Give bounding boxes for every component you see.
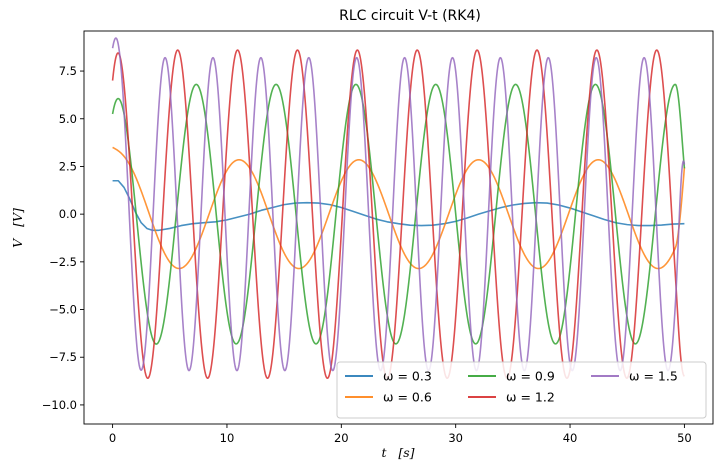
x-tick-label: 20 — [334, 431, 349, 445]
y-axis: −10.0 −7.5 −5.0 −2.5 0.0 2.5 5.0 7.5 — [42, 64, 84, 412]
chart-title: RLC circuit V-t (RK4) — [339, 8, 481, 24]
legend: ω = 0.3 ω = 0.6 ω = 0.9 ω = 1.2 ω = 1.5 — [336, 361, 707, 419]
y-tick-label: 0.0 — [59, 207, 77, 221]
y-tick-label: −5.0 — [49, 303, 77, 317]
y-tick-label: −7.5 — [49, 350, 77, 364]
y-tick-label: −10.0 — [42, 398, 77, 412]
x-tick-label: 50 — [677, 431, 692, 445]
y-tick-label: 2.5 — [59, 159, 77, 173]
x-tick-label: 0 — [109, 431, 116, 445]
x-tick-label: 40 — [563, 431, 578, 445]
y-tick-label: 5.0 — [59, 112, 77, 126]
legend-label-2: ω = 0.9 — [506, 369, 555, 384]
series-line-4 — [111, 37, 686, 372]
legend-label-4: ω = 1.5 — [629, 369, 678, 384]
x-axis-label: t [s] — [381, 445, 414, 460]
y-tick-label: −2.5 — [49, 255, 77, 269]
series-line-1 — [112, 146, 686, 270]
x-axis: 0 10 20 30 40 50 — [109, 424, 692, 445]
series-group — [111, 37, 686, 380]
x-tick-label: 30 — [448, 431, 463, 445]
plot-frame — [83, 30, 714, 425]
y-axis-label: V [V] — [10, 208, 25, 248]
series-line-3 — [111, 49, 685, 380]
y-tick-label: 7.5 — [59, 64, 77, 78]
legend-label-0: ω = 0.3 — [383, 369, 432, 384]
legend-label-1: ω = 0.6 — [383, 390, 432, 405]
x-tick-label: 10 — [220, 431, 235, 445]
legend-label-3: ω = 1.2 — [506, 390, 555, 405]
